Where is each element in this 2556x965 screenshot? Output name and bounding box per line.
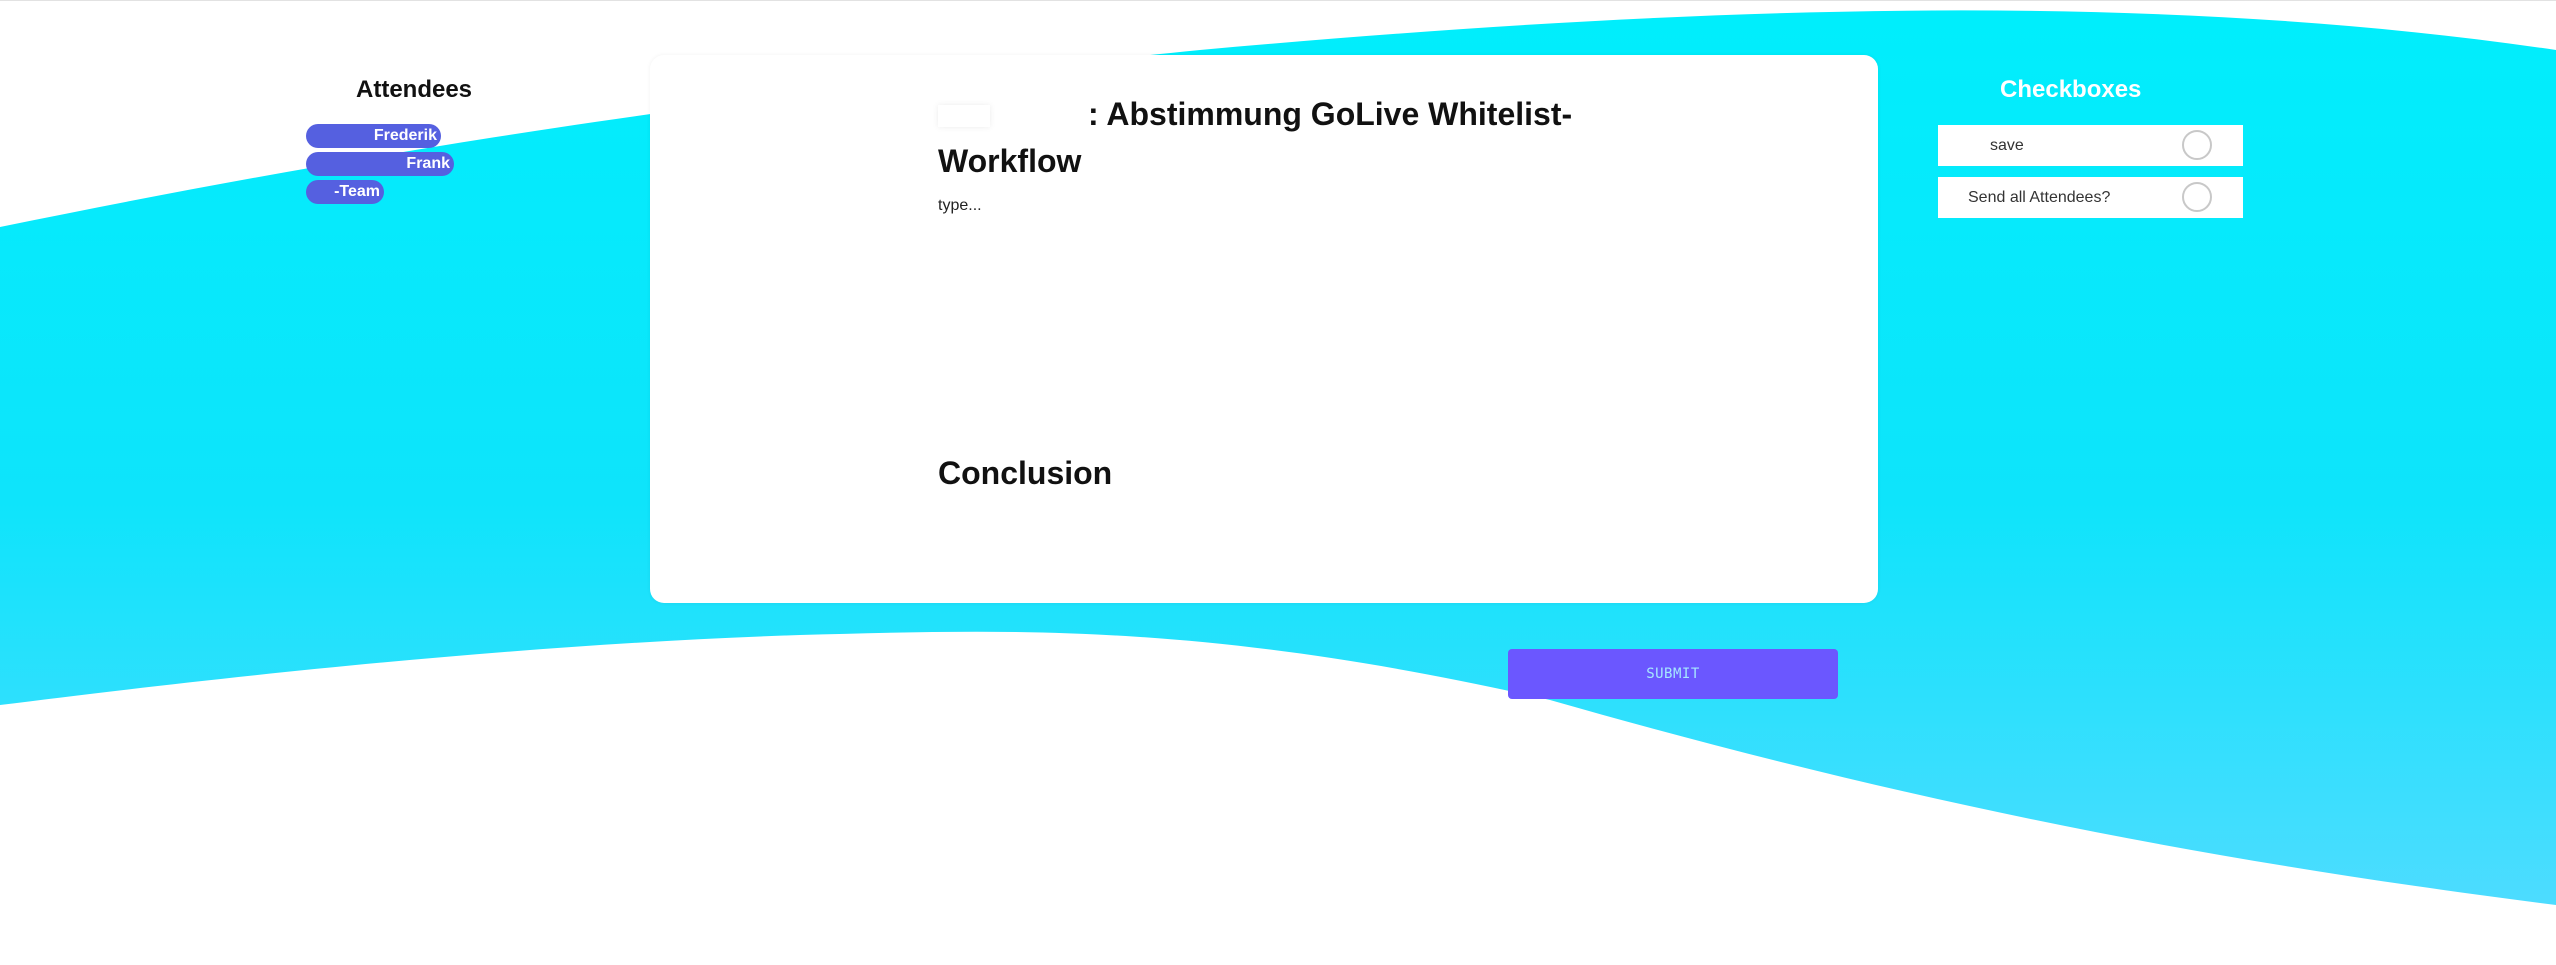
submit-button[interactable]: SUBMIT <box>1508 649 1838 699</box>
meeting-title: : Abstimmung GoLive Whitelist-Workflow <box>938 91 1588 185</box>
checkbox-row-save[interactable]: save <box>1938 125 2243 166</box>
attendee-chip-team[interactable]: -Team <box>306 180 384 204</box>
conclusion-title: Conclusion <box>938 455 1113 491</box>
meeting-title-text: : Abstimmung GoLive Whitelist-Workflow <box>938 96 1573 179</box>
title-prefix-spacer <box>938 124 1088 125</box>
top-border <box>0 0 2556 1</box>
checkboxes-title: Checkboxes <box>2000 76 2142 103</box>
title-prefix-field[interactable] <box>938 105 990 127</box>
checkbox-row-send-all[interactable]: Send all Attendees? <box>1938 177 2243 218</box>
checkbox-label-send-all: Send all Attendees? <box>1968 189 2111 206</box>
checkbox-label-save: save <box>1990 137 2024 154</box>
meeting-card: : Abstimmung GoLive Whitelist-Workflow C… <box>650 55 1878 603</box>
checkbox-save[interactable] <box>2182 130 2212 160</box>
checkbox-send-all[interactable] <box>2182 182 2212 212</box>
attendees-title: Attendees <box>356 76 473 103</box>
attendee-chip-frank[interactable]: Frank <box>306 152 454 176</box>
notes-input[interactable] <box>938 197 1578 447</box>
attendee-chip-frederik[interactable]: Frederik <box>306 124 441 148</box>
